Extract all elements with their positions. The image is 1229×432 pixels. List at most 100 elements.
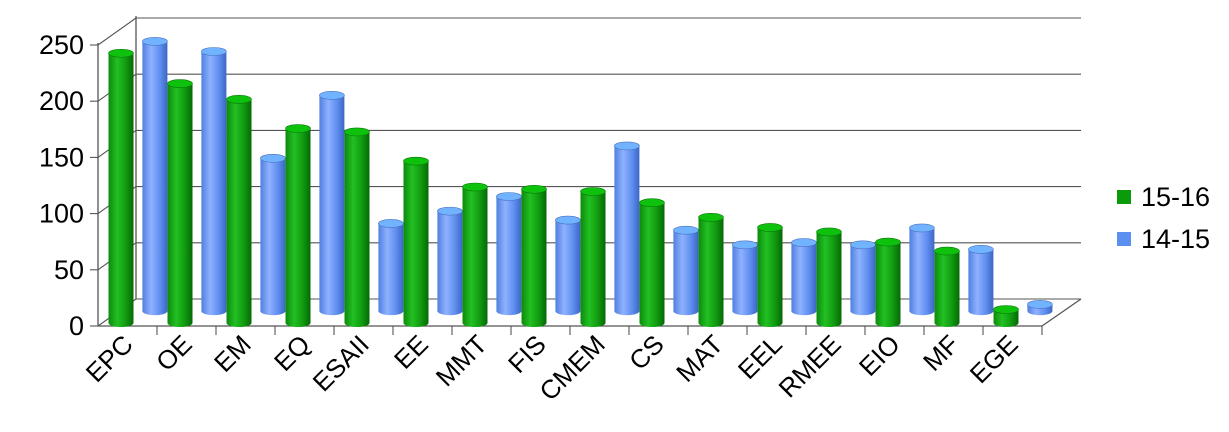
y-tick-label: 100 xyxy=(39,199,84,229)
bar-15-16-EE xyxy=(403,156,429,327)
bar-15-16-EGE xyxy=(993,305,1019,327)
bar-body xyxy=(496,196,522,316)
bar-14-15-FIS xyxy=(555,215,581,316)
bar-14-15-EQ xyxy=(319,91,345,316)
bar-top xyxy=(403,156,429,166)
bars xyxy=(108,37,1053,328)
bar-top xyxy=(614,141,640,151)
x-tick-label: RMEE xyxy=(772,329,846,403)
bar-top xyxy=(698,213,724,222)
bar-body xyxy=(580,191,606,327)
bar-body xyxy=(909,227,935,316)
bar-14-15-EGE xyxy=(1027,300,1053,316)
bar-14-15-OE xyxy=(201,47,227,316)
x-tick-label: ESAII xyxy=(307,329,375,397)
bar-top xyxy=(816,227,842,237)
bar-top xyxy=(201,47,227,56)
bar-top xyxy=(909,223,935,233)
x-tick-label: EQ xyxy=(268,329,316,377)
bar-body xyxy=(437,211,463,316)
bar-top xyxy=(378,219,404,228)
y-tick-label: 250 xyxy=(39,30,84,60)
bar-15-16-EEL xyxy=(757,223,783,327)
bar-body xyxy=(875,242,901,327)
legend-item-15-16: 15-16 xyxy=(1117,182,1210,212)
bar-top xyxy=(167,79,193,88)
bar-top xyxy=(462,182,488,192)
y-tick-label: 150 xyxy=(39,142,84,172)
bar-14-15-RMEE xyxy=(850,240,876,316)
bar-14-15-EIO xyxy=(909,223,935,316)
bar-top xyxy=(673,225,699,235)
gridline-depth xyxy=(97,17,137,46)
bar-body xyxy=(344,131,370,327)
bar-15-16-CMEM xyxy=(580,187,606,327)
bar-body xyxy=(639,202,665,327)
bar-body xyxy=(698,217,724,327)
bar-top xyxy=(757,223,783,232)
bar-body xyxy=(934,251,960,327)
bar-body xyxy=(285,128,311,327)
bar-top xyxy=(875,237,901,247)
bar-top xyxy=(521,184,547,194)
bar-15-16-OE xyxy=(167,79,193,327)
bar-15-16-MF xyxy=(934,246,960,327)
bar-top xyxy=(1027,300,1053,309)
bar-body xyxy=(108,53,134,328)
bar-top xyxy=(285,124,311,133)
bar-body xyxy=(614,145,640,316)
legend: 15-16 14-15 xyxy=(1117,182,1210,254)
bar-top xyxy=(968,245,994,254)
bar-14-15-EM xyxy=(260,153,286,316)
x-tick-label: EE xyxy=(388,329,434,375)
bar-body xyxy=(816,231,842,327)
bar-15-16-RMEE xyxy=(816,227,842,327)
bar-14-15-EEL xyxy=(791,238,817,316)
bar-top xyxy=(934,246,960,256)
bar-top xyxy=(580,187,606,196)
bar-top xyxy=(260,153,286,163)
bar-14-15-CMEM xyxy=(614,141,640,316)
bar-14-15-MAT xyxy=(732,240,758,316)
bar-top xyxy=(108,48,134,58)
floor-right-edge xyxy=(1041,298,1082,327)
bar-15-16-ESAII xyxy=(344,127,370,327)
x-tick-label: FIS xyxy=(502,329,552,379)
bar-14-15-EPC xyxy=(142,37,168,316)
bar-body xyxy=(462,186,488,327)
bar-body xyxy=(555,220,581,316)
bar-top xyxy=(732,240,758,250)
y-axis-ticks: 0 50 100 150 200 250 xyxy=(39,30,98,341)
bar-top xyxy=(850,240,876,250)
legend-swatch xyxy=(1117,190,1131,204)
bar-body xyxy=(850,244,876,316)
bar-top xyxy=(319,91,345,100)
bar-body xyxy=(319,95,345,316)
x-tick-label: OE xyxy=(150,329,198,377)
y-tick-label: 0 xyxy=(69,311,84,341)
bar-body xyxy=(521,189,547,327)
bar-14-15-MF xyxy=(968,245,994,316)
bar-body xyxy=(968,249,994,316)
legend-label: 15-16 xyxy=(1141,182,1210,212)
bar-body xyxy=(732,244,758,316)
bar-14-15-EE xyxy=(437,206,463,316)
bar-15-16-CS xyxy=(639,198,665,327)
bar-top xyxy=(555,215,581,225)
bar-body xyxy=(757,227,783,327)
bar-top xyxy=(142,37,168,46)
x-tick-label: EIO xyxy=(853,329,906,382)
bar-body xyxy=(201,51,227,316)
bar-15-16-MMT xyxy=(462,182,488,327)
bar-body xyxy=(142,41,168,316)
bar-top xyxy=(496,192,522,201)
bar-body xyxy=(226,99,252,327)
bar-14-15-ESAII xyxy=(378,219,404,316)
y-tick-label: 200 xyxy=(39,86,84,116)
bar-top xyxy=(993,305,1019,314)
bar-top xyxy=(226,95,252,104)
bar-14-15-MMT xyxy=(496,192,522,316)
bar-top xyxy=(639,198,665,208)
x-tick-label: EM xyxy=(208,329,257,378)
